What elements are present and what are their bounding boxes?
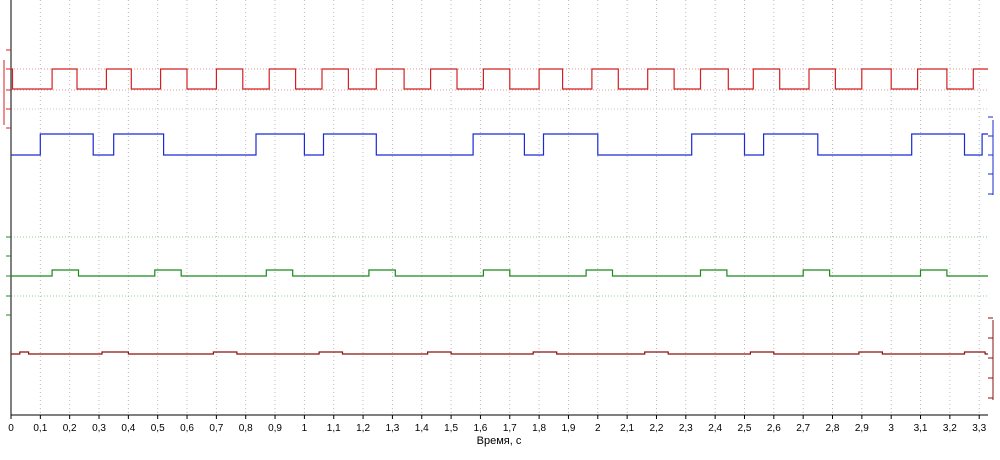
x-tick-label: 0,5 (151, 423, 165, 434)
x-tick-label: 1,2 (356, 423, 370, 434)
x-tick-label: 0,2 (63, 423, 77, 434)
x-tick-label: 1,8 (532, 423, 546, 434)
x-tick-label: 2,2 (650, 423, 664, 434)
x-tick-label: 1,6 (473, 423, 487, 434)
x-tick-label: 2,1 (620, 423, 634, 434)
x-tick-label: 3,3 (972, 423, 986, 434)
x-tick-label: 2,7 (796, 423, 810, 434)
x-tick-label: 3,1 (914, 423, 928, 434)
vertical-gridlines (10, 0, 980, 415)
series-line-1 (11, 68, 988, 90)
x-tick-label: 0,3 (92, 423, 106, 434)
series-line-2 (11, 133, 988, 156)
horizontal-gridlines (11, 68, 988, 297)
x-tick-label: 0,7 (209, 423, 223, 434)
x-tick-label: 3,2 (943, 423, 957, 434)
x-tick-label: 3 (888, 423, 894, 434)
x-tick-label: 1,4 (415, 423, 429, 434)
x-tick-label: 0,8 (239, 423, 253, 434)
x-tick-label: 2,3 (679, 423, 693, 434)
x-axis-ticks: 0 0,1 0,2 0,3 0,4 0,5 0,6 0,7 0,8 0,9 1 1,1 1,2 1,3 1,… (8, 415, 987, 434)
x-tick-label: 2 (595, 423, 601, 434)
series-line-3 (11, 269, 988, 277)
x-tick-label: 1,3 (385, 423, 399, 434)
x-tick-label: 1,9 (561, 423, 575, 434)
x-tick-label: 1,7 (503, 423, 517, 434)
x-tick-label: 2,8 (826, 423, 840, 434)
x-tick-label: 1,1 (327, 423, 341, 434)
side-ticks (3, 49, 994, 400)
series-group (11, 68, 988, 355)
series-line-4 (11, 351, 988, 355)
x-tick-label: 1 (302, 423, 308, 434)
x-tick-label: 0,9 (268, 423, 282, 434)
x-tick-label: 2,9 (855, 423, 869, 434)
x-tick-label: 2,4 (708, 423, 722, 434)
x-tick-label: 2,5 (738, 423, 752, 434)
x-axis-label: Время, с (477, 435, 522, 447)
x-tick-label: 0,4 (121, 423, 135, 434)
x-tick-label: 2,6 (767, 423, 781, 434)
x-tick-label: 0 (8, 423, 14, 434)
x-tick-label: 0,6 (180, 423, 194, 434)
x-tick-label: 0,1 (33, 423, 47, 434)
x-tick-label: 1,5 (444, 423, 458, 434)
